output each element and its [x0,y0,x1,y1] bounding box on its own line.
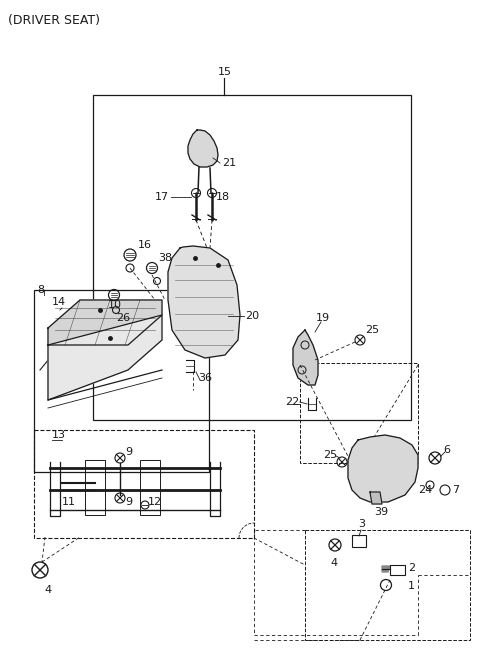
Text: 18: 18 [216,192,230,202]
Bar [352,535,366,547]
Text: 25: 25 [365,325,379,335]
Text: 25: 25 [323,450,337,460]
Text: 1: 1 [408,581,415,591]
Text: 4: 4 [44,585,51,595]
Bar [140,460,160,515]
Text: 24: 24 [418,485,432,495]
Bar [305,530,470,640]
Polygon shape [293,330,318,385]
Polygon shape [48,315,162,400]
Text: 19: 19 [316,313,330,323]
Text: 3: 3 [358,519,365,529]
Text: 2: 2 [408,563,415,573]
Text: 9: 9 [125,447,132,457]
Text: 15: 15 [218,67,232,77]
Text: 12: 12 [148,497,162,507]
Bar [93,95,411,420]
Text: (DRIVER SEAT): (DRIVER SEAT) [8,14,100,27]
Bar [85,460,105,515]
Polygon shape [370,492,382,504]
Text: 36: 36 [198,373,212,383]
Text: 6: 6 [443,445,450,455]
Text: 16: 16 [138,240,152,250]
Bar [300,363,418,463]
Text: 13: 13 [52,430,66,440]
Text: 17: 17 [155,192,169,202]
Text: 8: 8 [37,285,44,295]
Text: 7: 7 [452,485,459,495]
Polygon shape [168,246,240,358]
Text: 9: 9 [125,497,132,507]
Bar [34,290,209,472]
Text: 14: 14 [52,297,66,307]
Polygon shape [382,566,390,572]
Text: 38: 38 [158,253,172,263]
Polygon shape [188,130,218,167]
Polygon shape [48,300,162,345]
Text: 26: 26 [116,313,130,323]
Text: 4: 4 [330,558,337,568]
Bar [34,430,254,538]
Text: 20: 20 [245,311,259,321]
Text: 11: 11 [62,497,76,507]
Polygon shape [348,435,418,502]
Text: 22: 22 [285,397,299,407]
Text: 21: 21 [222,158,236,168]
Text: 39: 39 [374,507,388,517]
Text: 10: 10 [108,300,122,310]
